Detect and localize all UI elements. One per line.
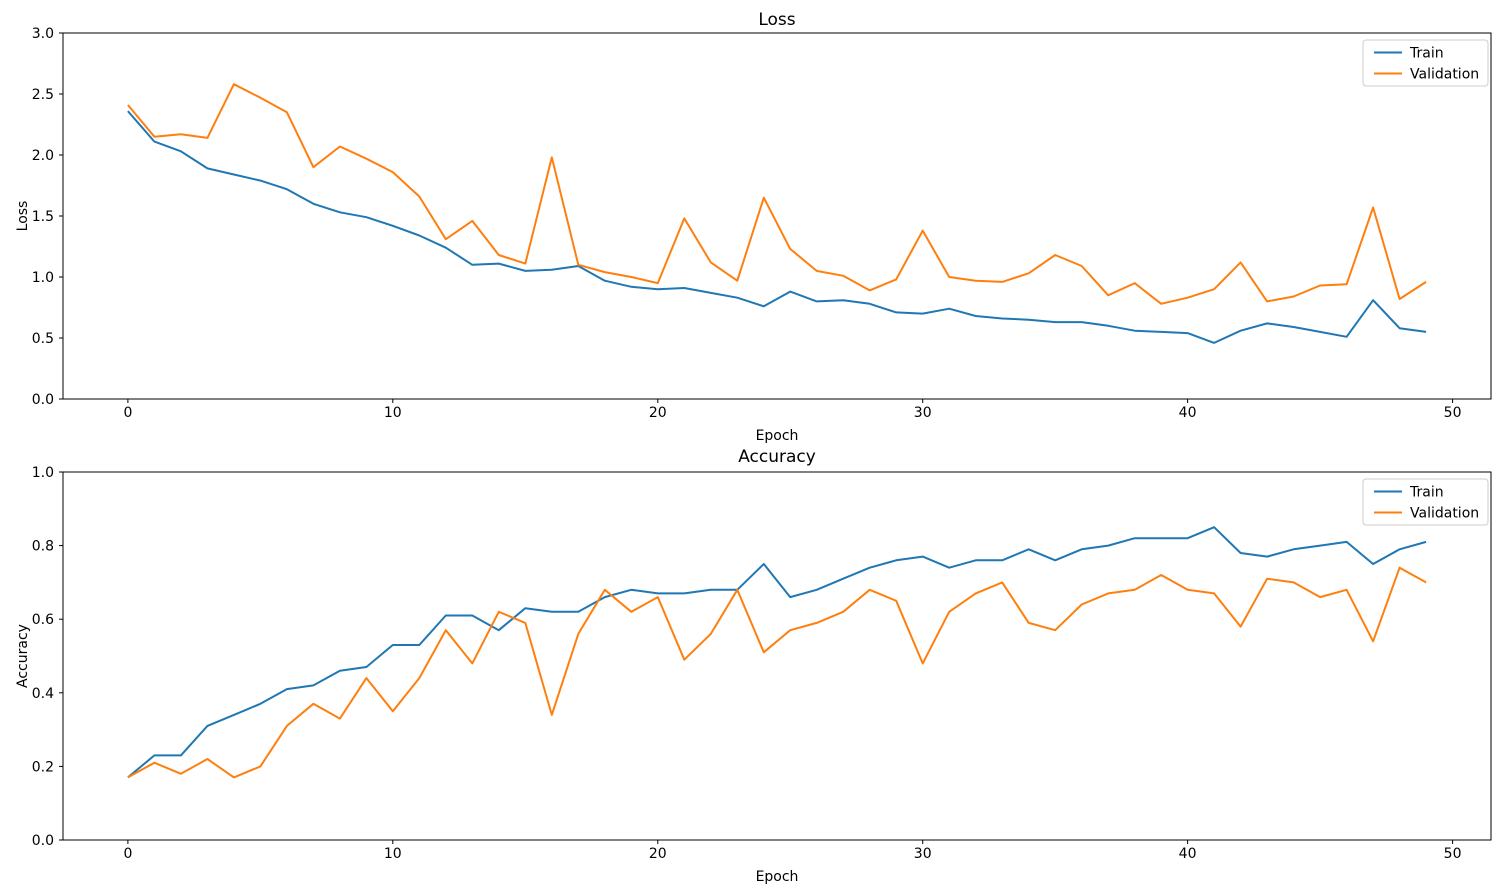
loss-y-tick-label: 0.5 (32, 331, 54, 347)
loss-y-tick-label: 1.0 (32, 270, 54, 286)
accuracy-x-tick-label: 50 (1444, 846, 1462, 862)
loss-x-tick-label: 30 (914, 405, 932, 421)
loss-x-axis-label: Epoch (755, 428, 799, 444)
accuracy-validation-line (127, 566, 1427, 779)
accuracy-chart-title: Accuracy (738, 447, 816, 467)
accuracy-y-tick-label: 0.8 (32, 539, 54, 555)
loss-chart-title: Loss (758, 10, 796, 30)
loss-y-tick-label: 1.5 (32, 209, 54, 225)
loss-y-tick-label: 3.0 (32, 26, 54, 42)
loss-y-tick-label: 2.0 (32, 148, 54, 164)
accuracy-axes-frame (62, 471, 1492, 841)
loss-legend-train-label: Train (1409, 46, 1444, 62)
accuracy-y-tick-label: 0.4 (32, 686, 54, 702)
loss-x-tick-label: 50 (1444, 405, 1462, 421)
loss-train-line (127, 110, 1427, 344)
accuracy-y-tick-label: 0.2 (32, 759, 54, 775)
loss-x-tick-label: 20 (649, 405, 667, 421)
loss-x-tick-label: 10 (384, 405, 402, 421)
accuracy-y-tick-label: 0.0 (32, 833, 54, 849)
accuracy-train-line (127, 526, 1427, 779)
accuracy-x-tick-label: 0 (123, 846, 132, 862)
accuracy-x-tick-label: 20 (649, 846, 667, 862)
accuracy-y-tick-label: 0.6 (32, 612, 54, 628)
loss-y-tick-label: 0.0 (32, 392, 54, 408)
loss-x-tick-label: 0 (123, 405, 132, 421)
loss-legend-validation-label: Validation (1410, 67, 1479, 83)
accuracy-x-axis-label: Epoch (755, 869, 799, 885)
accuracy-x-tick-label: 10 (384, 846, 402, 862)
loss-validation-line (127, 83, 1427, 305)
accuracy-legend-train-label: Train (1409, 485, 1444, 501)
accuracy-y-tick-label: 1.0 (32, 465, 54, 481)
loss-y-tick-label: 2.5 (32, 87, 54, 103)
accuracy-y-axis-label: Accuracy (15, 624, 31, 688)
accuracy-x-tick-label: 30 (914, 846, 932, 862)
loss-x-tick-label: 40 (1179, 405, 1197, 421)
accuracy-x-tick-label: 40 (1179, 846, 1197, 862)
accuracy-legend-validation-label: Validation (1410, 506, 1479, 522)
